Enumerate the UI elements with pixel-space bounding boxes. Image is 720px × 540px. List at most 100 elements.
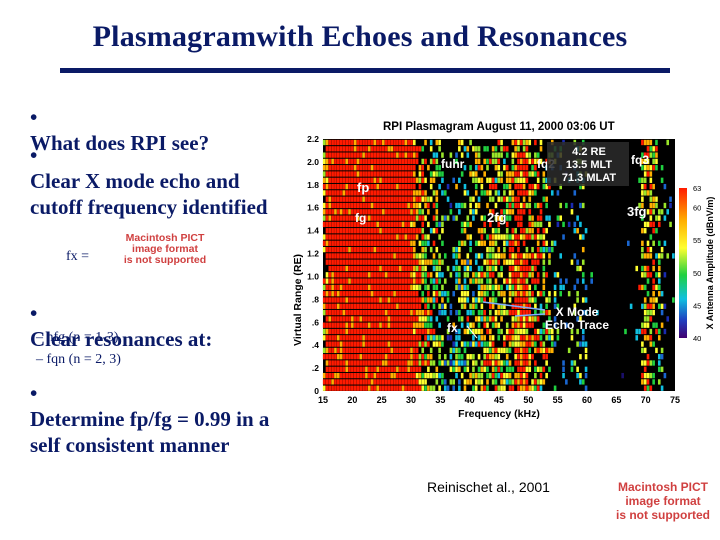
- heatmap-cell: [576, 265, 579, 272]
- heatmap-cell: [393, 215, 396, 221]
- heatmap-cell: [356, 139, 360, 146]
- heatmap-cell: [348, 278, 351, 284]
- heatmap-cell: [542, 354, 546, 360]
- heatmap-cell: [379, 158, 382, 165]
- heatmap-cell: [584, 228, 588, 234]
- heatmap-cell: [322, 183, 326, 190]
- heatmap-cell: [339, 379, 343, 385]
- colorbar-label: X Antenna Amplitude (dBnV/m): [705, 197, 715, 330]
- heatmap-cell: [379, 379, 382, 385]
- heatmap-cell: [466, 291, 470, 297]
- heatmap-cell: [373, 259, 377, 265]
- heatmap-cell: [404, 372, 408, 379]
- bullet-item: •Determine fp/fg = 0.99 in a self consis…: [30, 380, 300, 458]
- heatmap-cell: [398, 183, 402, 190]
- heatmap-cell: [517, 177, 520, 183]
- heatmap-cell: [545, 335, 548, 341]
- heatmap-cell: [345, 259, 349, 265]
- heatmap-cell: [477, 158, 481, 165]
- heatmap-cell: [328, 265, 332, 272]
- heatmap-cell: [486, 259, 489, 265]
- heatmap-cell: [421, 322, 425, 328]
- heatmap-cell: [351, 291, 354, 297]
- heatmap-cell: [528, 215, 532, 221]
- heatmap-cell: [511, 202, 515, 209]
- heatmap-cell: [407, 303, 410, 309]
- heatmap-cell: [322, 322, 326, 328]
- fx-label: fx =: [66, 249, 90, 264]
- heatmap-cell: [531, 253, 534, 259]
- heatmap-cell: [345, 341, 349, 347]
- heatmap-cell: [542, 341, 546, 347]
- heatmap-cell: [486, 316, 489, 322]
- pict-placeholder-equation: Macintosh PICT image format is not suppo…: [104, 233, 226, 266]
- heatmap-cell: [531, 215, 534, 221]
- heatmap-cell: [418, 165, 422, 171]
- heatmap-cell: [396, 372, 399, 379]
- heatmap-cell: [410, 366, 413, 372]
- heatmap-cell: [514, 341, 517, 347]
- heatmap-cell: [491, 360, 495, 366]
- heatmap-cell: [339, 322, 343, 328]
- heatmap-cell: [373, 347, 377, 354]
- heatmap-cell: [367, 171, 371, 177]
- heatmap-cell: [511, 209, 515, 215]
- heatmap-cell: [376, 297, 379, 303]
- heatmap-cell: [356, 196, 360, 202]
- heatmap-cell: [494, 278, 498, 284]
- heatmap-cell: [657, 240, 661, 246]
- heatmap-cell: [415, 158, 419, 165]
- heatmap-cell: [342, 360, 346, 366]
- heatmap-cell: [652, 265, 655, 272]
- heatmap-cell: [362, 209, 365, 215]
- heatmap-cell: [536, 379, 540, 385]
- heatmap-cell: [328, 259, 332, 265]
- heatmap-cell: [446, 385, 450, 391]
- heatmap-cell: [401, 309, 405, 316]
- heatmap-cell: [325, 297, 329, 303]
- heatmap-cell: [336, 322, 340, 328]
- heatmap-cell: [556, 335, 560, 341]
- heatmap-cell: [410, 177, 413, 183]
- heatmap-cell: [641, 246, 644, 253]
- heatmap-cell: [331, 272, 334, 278]
- heatmap-cell: [655, 215, 658, 221]
- heatmap-cell: [449, 152, 453, 158]
- heatmap-cell: [398, 278, 402, 284]
- heatmap-cell: [390, 360, 394, 366]
- heatmap-cell: [328, 171, 332, 177]
- heatmap-cell: [328, 246, 332, 253]
- heatmap-cell: [390, 291, 394, 297]
- heatmap-cell: [528, 360, 532, 366]
- heatmap-cell: [393, 385, 396, 391]
- heatmap-cell: [398, 253, 402, 259]
- heatmap-cell: [407, 322, 410, 328]
- heatmap-cell: [528, 303, 532, 309]
- heatmap-cell: [542, 347, 546, 354]
- heatmap-cell: [438, 303, 441, 309]
- heatmap-cell: [460, 303, 464, 309]
- heatmap-cell: [396, 322, 399, 328]
- heatmap-cell: [503, 209, 506, 215]
- heatmap-cell: [652, 152, 655, 158]
- heatmap-cell: [376, 291, 379, 297]
- heatmap-cell: [415, 291, 419, 297]
- heatmap-cell: [382, 177, 385, 183]
- heatmap-cell: [370, 177, 374, 183]
- heatmap-cell: [449, 360, 453, 366]
- heatmap-cell: [508, 215, 512, 221]
- heatmap-cell: [331, 146, 334, 152]
- heatmap-cell: [325, 291, 329, 297]
- heatmap-cell: [404, 354, 408, 360]
- heatmap-cell: [449, 354, 453, 360]
- heatmap-cell: [446, 328, 450, 335]
- heatmap-cell: [472, 278, 475, 284]
- heatmap-cell: [387, 335, 391, 341]
- heatmap-cell: [387, 183, 391, 190]
- heatmap-cell: [342, 335, 346, 341]
- heatmap-cell: [570, 328, 574, 335]
- heatmap-cell: [412, 158, 416, 165]
- heatmap-cell: [322, 303, 326, 309]
- heatmap-cell: [517, 278, 520, 284]
- heatmap-cell: [331, 177, 334, 183]
